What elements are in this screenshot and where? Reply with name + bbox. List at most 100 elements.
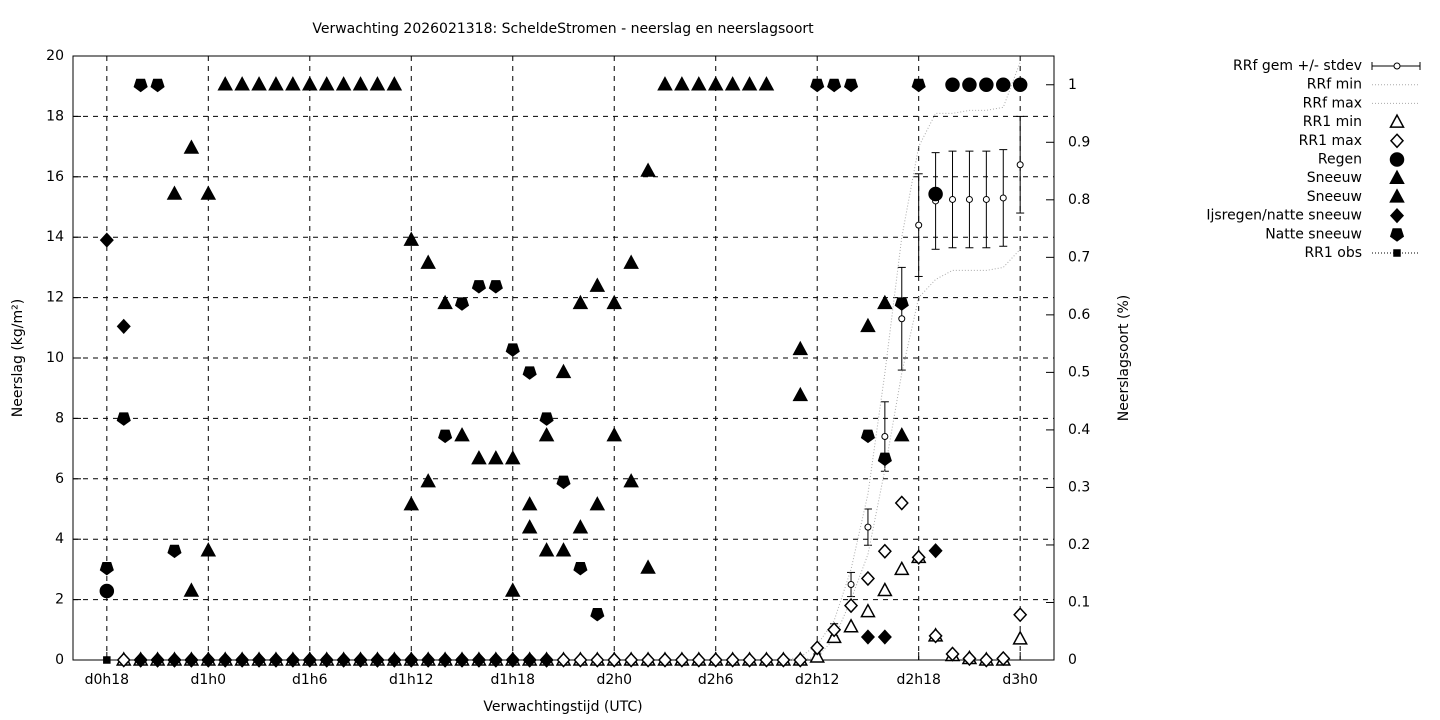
marker (103, 656, 111, 664)
mean-marker (915, 221, 923, 229)
marker (352, 76, 369, 91)
marker (996, 77, 1011, 93)
y2-tick-label: 0.8 (1068, 192, 1090, 208)
marker (285, 652, 300, 668)
marker (200, 185, 217, 200)
marker (183, 139, 200, 154)
marker (438, 652, 453, 668)
marker (945, 77, 960, 93)
marker (708, 652, 723, 668)
marker (945, 646, 960, 662)
marker (877, 294, 893, 310)
marker (251, 76, 267, 91)
legend-symbol (1389, 169, 1405, 184)
marker (150, 78, 165, 93)
y2-axis-label: Neerslagsoort (%) (1116, 295, 1132, 421)
marker (471, 652, 486, 668)
range-line (783, 248, 1021, 661)
marker (471, 450, 487, 465)
marker (133, 652, 148, 668)
marker (573, 561, 588, 576)
marker (538, 542, 555, 557)
marker (792, 386, 809, 402)
mean-marker (965, 195, 973, 203)
mean-marker (881, 433, 889, 441)
marker (607, 652, 622, 668)
marker (504, 582, 521, 597)
marker (809, 648, 825, 663)
x-tick-label: d2h6 (698, 672, 734, 688)
mean-marker (949, 195, 957, 203)
marker (793, 652, 808, 668)
marker (860, 429, 876, 444)
legend-label: Sneeuw (1307, 189, 1362, 205)
marker (99, 232, 114, 248)
legend-symbol (1393, 62, 1401, 70)
marker (302, 76, 318, 91)
legend-label: RRf gem +/- stdev (1233, 58, 1362, 74)
marker (454, 427, 470, 442)
y-tick-label: 14 (46, 229, 64, 245)
marker (979, 77, 994, 93)
marker (437, 294, 453, 310)
marker (894, 495, 909, 511)
marker (488, 652, 503, 668)
y-tick-label: 6 (55, 471, 64, 487)
y-tick-label: 10 (46, 350, 64, 366)
legend-label: RR1 max (1299, 133, 1362, 149)
marker (928, 628, 943, 644)
marker (521, 496, 538, 511)
y2-tick-label: 0.1 (1068, 594, 1090, 610)
marker (691, 76, 707, 91)
marker (877, 581, 893, 597)
marker (167, 544, 182, 559)
marker (742, 652, 757, 668)
marker (962, 650, 977, 667)
x-tick-label: d1h18 (491, 672, 535, 688)
marker (116, 318, 131, 334)
marker (252, 652, 267, 668)
marker (624, 652, 639, 668)
mean-marker (898, 315, 906, 323)
marker (454, 297, 470, 311)
marker (335, 76, 352, 91)
legend-label: Natte sneeuw (1265, 226, 1362, 242)
legend-symbol (1389, 207, 1405, 224)
marker (911, 549, 926, 565)
marker (589, 277, 606, 292)
marker (218, 652, 233, 668)
marker (996, 650, 1011, 667)
marker (844, 598, 859, 614)
mean-marker (847, 581, 855, 588)
marker (166, 185, 183, 200)
marker (555, 363, 572, 379)
marker (928, 186, 943, 202)
marker (268, 76, 284, 91)
marker (268, 652, 283, 668)
marker (877, 629, 892, 645)
marker (657, 76, 673, 91)
marker (572, 294, 589, 310)
marker (758, 76, 775, 91)
marker (792, 340, 809, 356)
marker (657, 652, 673, 668)
x-tick-label: d3h0 (1002, 672, 1038, 688)
marker (724, 76, 741, 91)
marker (640, 559, 656, 574)
marker (810, 640, 825, 656)
marker (201, 652, 216, 668)
marker (421, 652, 436, 668)
y-tick-label: 0 (55, 652, 64, 668)
marker (877, 452, 892, 467)
x-tick-label: d2h18 (896, 672, 940, 688)
legend-symbol (1389, 228, 1405, 242)
marker (573, 652, 588, 668)
marker (843, 618, 859, 633)
marker (488, 450, 504, 465)
marker (403, 496, 420, 511)
mean-marker (982, 195, 990, 203)
legend-label: RR1 min (1303, 114, 1362, 130)
marker (471, 280, 486, 294)
marker (319, 652, 334, 668)
